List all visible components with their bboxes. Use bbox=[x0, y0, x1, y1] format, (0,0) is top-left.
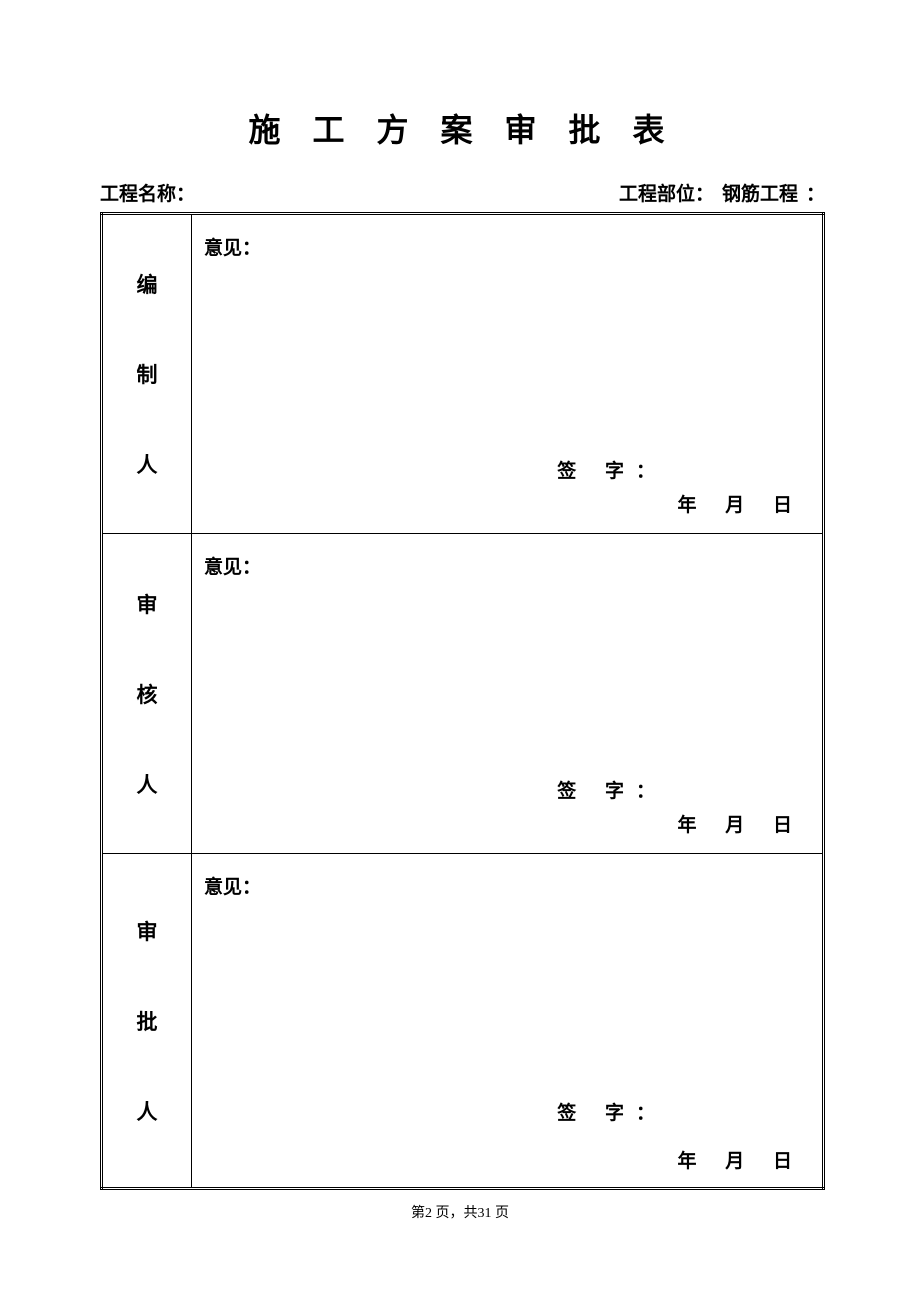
role-label: 编 制 人 bbox=[103, 269, 191, 479]
date-day: 日 bbox=[773, 815, 792, 836]
trailing-colon: ： bbox=[806, 179, 825, 206]
opinion-label: 意见： bbox=[204, 233, 802, 260]
page-title: 施 工 方 案 审 批 表 bbox=[100, 105, 825, 151]
role-cell-author: 编 制 人 bbox=[102, 214, 192, 534]
role-cell-reviewer: 审 核 人 bbox=[102, 534, 192, 854]
header-row: 工程名称： 工程部位： 钢筋工程 ： bbox=[100, 179, 825, 206]
content-cell-reviewer: 意见： 签 字： 年 月 日 bbox=[192, 534, 824, 854]
project-name-label: 工程名称： bbox=[100, 179, 619, 206]
signature-label: 签 字： bbox=[557, 1098, 667, 1125]
role-label: 审 批 人 bbox=[103, 916, 191, 1126]
project-part-value: 钢筋工程 bbox=[722, 179, 798, 206]
date-month: 月 bbox=[725, 495, 744, 516]
date-year: 年 bbox=[677, 1151, 696, 1172]
content-cell-author: 意见： 签 字： 年 月 日 bbox=[192, 214, 824, 534]
content-cell-approver: 意见： 签 字： 年 月 日 bbox=[192, 854, 824, 1189]
date-day: 日 bbox=[773, 495, 792, 516]
date-area: 年 月 日 bbox=[665, 1146, 804, 1173]
page-footer: 第2 页，共31 页 bbox=[0, 1202, 920, 1222]
role-label: 审 核 人 bbox=[103, 589, 191, 799]
opinion-label: 意见： bbox=[204, 872, 802, 899]
table-row: 审 批 人 意见： 签 字： 年 月 日 bbox=[102, 854, 824, 1189]
page-container: 施 工 方 案 审 批 表 工程名称： 工程部位： 钢筋工程 ： 编 制 人 意… bbox=[0, 0, 920, 1190]
date-month: 月 bbox=[725, 1151, 744, 1172]
project-part: 工程部位： 钢筋工程 ： bbox=[619, 179, 825, 206]
date-year: 年 bbox=[677, 815, 696, 836]
date-area: 年 月 日 bbox=[665, 490, 804, 517]
date-area: 年 月 日 bbox=[665, 810, 804, 837]
project-part-label: 工程部位： bbox=[619, 179, 714, 206]
signature-label: 签 字： bbox=[557, 456, 667, 483]
table-row: 审 核 人 意见： 签 字： 年 月 日 bbox=[102, 534, 824, 854]
table-row: 编 制 人 意见： 签 字： 年 月 日 bbox=[102, 214, 824, 534]
date-day: 日 bbox=[773, 1151, 792, 1172]
date-month: 月 bbox=[725, 815, 744, 836]
signature-label: 签 字： bbox=[557, 776, 667, 803]
date-year: 年 bbox=[677, 495, 696, 516]
opinion-label: 意见： bbox=[204, 552, 802, 579]
role-cell-approver: 审 批 人 bbox=[102, 854, 192, 1189]
approval-table: 编 制 人 意见： 签 字： 年 月 日 审 核 人 bbox=[100, 212, 825, 1190]
